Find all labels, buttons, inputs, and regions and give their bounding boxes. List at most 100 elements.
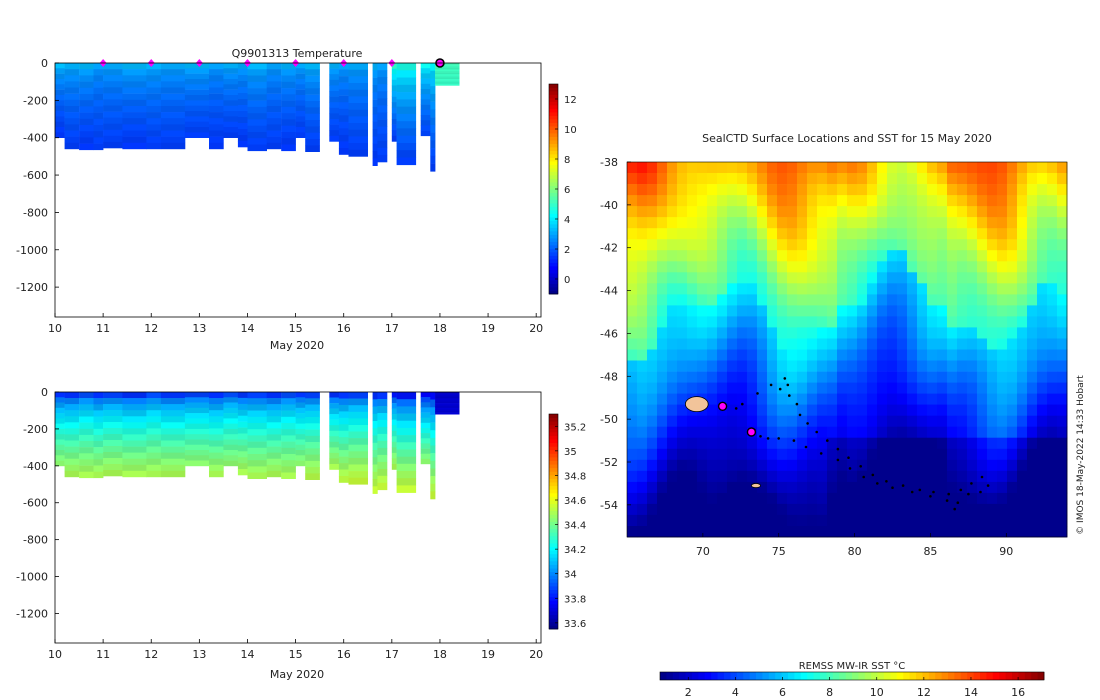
sst-cell [867, 162, 878, 174]
seal-track [721, 377, 990, 511]
sst-cell [927, 316, 938, 328]
sst-cell [817, 217, 828, 229]
colorbar-tick-label: 12 [564, 95, 577, 106]
sst-cell [797, 404, 808, 416]
sst-cell [907, 503, 918, 516]
sst-cell [637, 371, 648, 383]
map-y-tick-label: -44 [600, 285, 618, 298]
profile-cell [295, 423, 306, 430]
profile-cell [305, 473, 320, 480]
sst-cell [927, 272, 938, 284]
sst-cell [847, 526, 858, 538]
profile-cell [295, 407, 306, 414]
sst-cell [937, 393, 948, 405]
sst-cell [687, 338, 698, 350]
sst-cell [1047, 162, 1058, 174]
profile-cell [372, 399, 378, 407]
colorbar-swatch [549, 417, 558, 422]
colorbar-swatch [549, 192, 558, 197]
x-tick-label: 10 [48, 648, 62, 661]
sst-cell [987, 503, 998, 516]
sst-cell [697, 305, 708, 317]
profile-cell [237, 403, 248, 411]
profile-cell [430, 453, 436, 462]
sst-cell [667, 371, 678, 383]
sst-cell [1017, 426, 1028, 439]
sst-cell [737, 448, 748, 461]
profile-cell [396, 63, 417, 71]
sst-cell [867, 426, 878, 439]
profile-cell [338, 443, 349, 451]
sst-cell [977, 437, 988, 450]
sst-cell [687, 261, 698, 273]
sst-cell [797, 360, 808, 372]
profile-cell [430, 117, 436, 126]
profile-cell [377, 447, 388, 456]
track-point [734, 407, 738, 410]
profile-cell [122, 69, 147, 76]
sst-cell [967, 514, 978, 527]
sst-cell [887, 206, 898, 218]
track-point [945, 499, 949, 502]
sst-cell [737, 514, 748, 527]
profile-cell [122, 106, 147, 113]
colorbar-swatch [960, 672, 968, 680]
profile-cell [223, 121, 239, 128]
profile-cell [329, 403, 340, 409]
sst-cell [997, 514, 1008, 527]
profile-cell [64, 81, 80, 88]
x-tick-label: 17 [385, 648, 399, 661]
profile-cell [122, 422, 147, 429]
temperature-panel: Q9901313 Temperature 10 11 12 13 14 15 16 17 18 1… [16, 47, 577, 352]
x-tick-label: 20 [529, 322, 543, 335]
profile-cell [435, 404, 460, 407]
profile-cell [338, 141, 349, 149]
colorbar-swatch [794, 672, 802, 680]
profile-cell [305, 392, 320, 399]
sst-cell [977, 228, 988, 240]
colorbar-swatch [858, 672, 866, 680]
profile-cell [55, 63, 65, 69]
sst-cell [1047, 184, 1058, 196]
profile-cell [160, 106, 186, 113]
profile-cell [266, 398, 282, 405]
colorbar-swatch [549, 175, 558, 179]
profile-cell [372, 442, 378, 451]
profile-cell [372, 77, 378, 86]
colorbar-swatch [549, 157, 558, 162]
profile-cell [160, 112, 186, 119]
sst-cell [687, 349, 698, 361]
sst-cell [807, 239, 818, 251]
sst-cell [857, 437, 868, 450]
sst-cell [917, 217, 928, 229]
sst-cell [847, 349, 858, 361]
profile-cell [146, 428, 162, 435]
profile-cell [396, 150, 417, 158]
profile-cell [223, 111, 239, 117]
sst-cell [727, 526, 738, 538]
sst-cell [857, 382, 868, 394]
sst-cell [757, 228, 768, 240]
sst-cell [877, 239, 888, 251]
sst-cell [907, 349, 918, 361]
sst-cell [727, 272, 738, 284]
sst-cell [937, 448, 948, 461]
sst-cell [867, 360, 878, 372]
sst-cell [747, 382, 758, 394]
sst-cell [937, 316, 948, 328]
track-point [819, 452, 823, 455]
sst-cell [757, 448, 768, 461]
sst-cell [977, 426, 988, 439]
sst-cell [887, 228, 898, 240]
profile-cell [396, 77, 417, 86]
sst-cell [857, 239, 868, 251]
profile-cell [372, 392, 378, 400]
sst-cell [1017, 250, 1028, 262]
profile-cell [160, 130, 186, 137]
sst-cell [757, 393, 768, 405]
sst-cell [757, 415, 768, 428]
profile-cell [329, 113, 340, 120]
profile-cell [338, 411, 349, 419]
sst-cell [807, 327, 818, 339]
sst-cell [967, 481, 978, 494]
